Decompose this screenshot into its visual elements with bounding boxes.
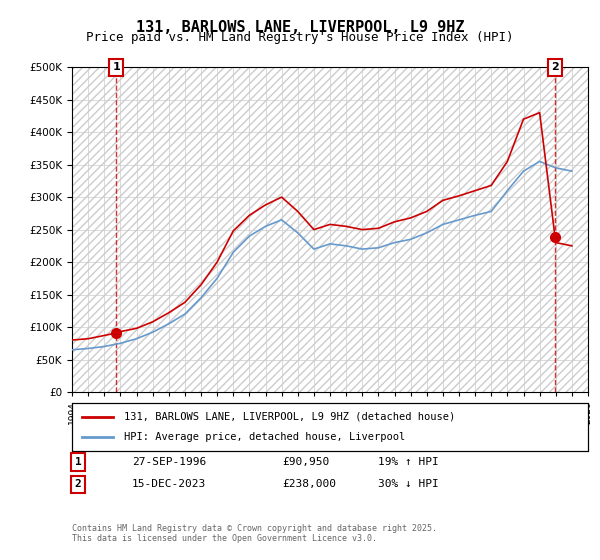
HPI: Average price, detached house, Liverpool: (2.02e+03, 2.72e+05): Average price, detached house, Liverpool… bbox=[472, 212, 479, 218]
HPI: Average price, detached house, Liverpool: (2e+03, 6.7e+04): Average price, detached house, Liverpool… bbox=[85, 345, 92, 352]
131, BARLOWS LANE, LIVERPOOL, L9 9HZ (detached house) bbox=[246, 212, 253, 218]
HPI: Average price, detached house, Liverpool: (2e+03, 1.75e+05): Average price, detached house, Liverpool… bbox=[214, 275, 221, 282]
HPI: Average price, detached house, Liverpool: (1.99e+03, 6.5e+04): Average price, detached house, Liverpool… bbox=[68, 347, 76, 353]
131, BARLOWS LANE, LIVERPOOL, L9 9HZ (detached house) bbox=[552, 239, 559, 246]
Line: 131, BARLOWS LANE, LIVERPOOL, L9 9HZ (detached house): 131, BARLOWS LANE, LIVERPOOL, L9 9HZ (de… bbox=[72, 113, 572, 340]
131, BARLOWS LANE, LIVERPOOL, L9 9HZ (detached house) bbox=[359, 226, 366, 233]
Text: 15-DEC-2023: 15-DEC-2023 bbox=[132, 479, 206, 489]
131, BARLOWS LANE, LIVERPOOL, L9 9HZ (detached house) bbox=[472, 187, 479, 194]
HPI: Average price, detached house, Liverpool: (2.01e+03, 2.2e+05): Average price, detached house, Liverpool… bbox=[310, 246, 317, 253]
131, BARLOWS LANE, LIVERPOOL, L9 9HZ (detached house) bbox=[181, 299, 188, 306]
131, BARLOWS LANE, LIVERPOOL, L9 9HZ (detached house) bbox=[488, 182, 495, 189]
131, BARLOWS LANE, LIVERPOOL, L9 9HZ (detached house) bbox=[262, 202, 269, 208]
131, BARLOWS LANE, LIVERPOOL, L9 9HZ (detached house) bbox=[504, 158, 511, 165]
131, BARLOWS LANE, LIVERPOOL, L9 9HZ (detached house) bbox=[536, 109, 543, 116]
HPI: Average price, detached house, Liverpool: (2.01e+03, 2.3e+05): Average price, detached house, Liverpool… bbox=[391, 239, 398, 246]
Line: HPI: Average price, detached house, Liverpool: HPI: Average price, detached house, Live… bbox=[72, 161, 572, 350]
Text: £238,000: £238,000 bbox=[282, 479, 336, 489]
131, BARLOWS LANE, LIVERPOOL, L9 9HZ (detached house) bbox=[85, 335, 92, 342]
Text: 1: 1 bbox=[74, 457, 82, 467]
131, BARLOWS LANE, LIVERPOOL, L9 9HZ (detached house) bbox=[568, 242, 575, 249]
HPI: Average price, detached house, Liverpool: (2.01e+03, 2.22e+05): Average price, detached house, Liverpool… bbox=[375, 244, 382, 251]
131, BARLOWS LANE, LIVERPOOL, L9 9HZ (detached house) bbox=[214, 259, 221, 265]
131, BARLOWS LANE, LIVERPOOL, L9 9HZ (detached house) bbox=[197, 282, 205, 288]
HPI: Average price, detached house, Liverpool: (2.02e+03, 3.1e+05): Average price, detached house, Liverpool… bbox=[504, 187, 511, 194]
HPI: Average price, detached house, Liverpool: (2.02e+03, 3.4e+05): Average price, detached house, Liverpool… bbox=[520, 168, 527, 175]
131, BARLOWS LANE, LIVERPOOL, L9 9HZ (detached house) bbox=[520, 116, 527, 123]
131, BARLOWS LANE, LIVERPOOL, L9 9HZ (detached house) bbox=[278, 194, 285, 200]
HPI: Average price, detached house, Liverpool: (2e+03, 1.05e+05): Average price, detached house, Liverpool… bbox=[165, 320, 172, 327]
131, BARLOWS LANE, LIVERPOOL, L9 9HZ (detached house) bbox=[230, 227, 237, 234]
131, BARLOWS LANE, LIVERPOOL, L9 9HZ (detached house) bbox=[407, 214, 414, 221]
131, BARLOWS LANE, LIVERPOOL, L9 9HZ (detached house) bbox=[165, 309, 172, 316]
Text: HPI: Average price, detached house, Liverpool: HPI: Average price, detached house, Live… bbox=[124, 432, 405, 442]
HPI: Average price, detached house, Liverpool: (2.01e+03, 2.45e+05): Average price, detached house, Liverpool… bbox=[294, 230, 301, 236]
HPI: Average price, detached house, Liverpool: (2.02e+03, 3.4e+05): Average price, detached house, Liverpool… bbox=[568, 168, 575, 175]
131, BARLOWS LANE, LIVERPOOL, L9 9HZ (detached house) bbox=[551, 234, 559, 241]
131, BARLOWS LANE, LIVERPOOL, L9 9HZ (detached house) bbox=[326, 221, 334, 228]
HPI: Average price, detached house, Liverpool: (2.02e+03, 2.45e+05): Average price, detached house, Liverpool… bbox=[423, 230, 430, 236]
Text: 131, BARLOWS LANE, LIVERPOOL, L9 9HZ (detached house): 131, BARLOWS LANE, LIVERPOOL, L9 9HZ (de… bbox=[124, 412, 455, 422]
131, BARLOWS LANE, LIVERPOOL, L9 9HZ (detached house) bbox=[117, 328, 124, 335]
131, BARLOWS LANE, LIVERPOOL, L9 9HZ (detached house) bbox=[375, 225, 382, 232]
HPI: Average price, detached house, Liverpool: (2.01e+03, 2.28e+05): Average price, detached house, Liverpool… bbox=[326, 241, 334, 248]
HPI: Average price, detached house, Liverpool: (2.02e+03, 3.45e+05): Average price, detached house, Liverpool… bbox=[552, 165, 559, 171]
HPI: Average price, detached house, Liverpool: (2.01e+03, 2.55e+05): Average price, detached house, Liverpool… bbox=[262, 223, 269, 230]
HPI: Average price, detached house, Liverpool: (2.01e+03, 2.65e+05): Average price, detached house, Liverpool… bbox=[278, 217, 285, 223]
131, BARLOWS LANE, LIVERPOOL, L9 9HZ (detached house) bbox=[439, 197, 446, 204]
HPI: Average price, detached house, Liverpool: (2.01e+03, 2.2e+05): Average price, detached house, Liverpool… bbox=[359, 246, 366, 253]
Text: 27-SEP-1996: 27-SEP-1996 bbox=[132, 457, 206, 467]
Text: 2: 2 bbox=[551, 62, 559, 72]
HPI: Average price, detached house, Liverpool: (2.02e+03, 3.55e+05): Average price, detached house, Liverpool… bbox=[536, 158, 543, 165]
HPI: Average price, detached house, Liverpool: (2e+03, 2.15e+05): Average price, detached house, Liverpool… bbox=[230, 249, 237, 256]
131, BARLOWS LANE, LIVERPOOL, L9 9HZ (detached house) bbox=[391, 218, 398, 225]
131, BARLOWS LANE, LIVERPOOL, L9 9HZ (detached house) bbox=[455, 193, 463, 199]
Text: 1: 1 bbox=[112, 62, 120, 72]
HPI: Average price, detached house, Liverpool: (2e+03, 9.2e+04): Average price, detached house, Liverpool… bbox=[149, 329, 156, 335]
HPI: Average price, detached house, Liverpool: (2e+03, 7.5e+04): Average price, detached house, Liverpool… bbox=[117, 340, 124, 347]
131, BARLOWS LANE, LIVERPOOL, L9 9HZ (detached house) bbox=[343, 223, 350, 230]
Text: 30% ↓ HPI: 30% ↓ HPI bbox=[378, 479, 439, 489]
HPI: Average price, detached house, Liverpool: (2.01e+03, 2.25e+05): Average price, detached house, Liverpool… bbox=[343, 242, 350, 249]
HPI: Average price, detached house, Liverpool: (2e+03, 7e+04): Average price, detached house, Liverpool… bbox=[101, 343, 108, 350]
HPI: Average price, detached house, Liverpool: (2e+03, 8.2e+04): Average price, detached house, Liverpool… bbox=[133, 335, 140, 342]
131, BARLOWS LANE, LIVERPOOL, L9 9HZ (detached house) bbox=[423, 208, 430, 215]
131, BARLOWS LANE, LIVERPOOL, L9 9HZ (detached house) bbox=[294, 208, 301, 215]
131, BARLOWS LANE, LIVERPOOL, L9 9HZ (detached house) bbox=[133, 325, 140, 332]
131, BARLOWS LANE, LIVERPOOL, L9 9HZ (detached house) bbox=[310, 226, 317, 233]
Text: 19% ↑ HPI: 19% ↑ HPI bbox=[378, 457, 439, 467]
Text: £90,950: £90,950 bbox=[282, 457, 329, 467]
Text: 2: 2 bbox=[74, 479, 82, 489]
Text: Contains HM Land Registry data © Crown copyright and database right 2025.
This d: Contains HM Land Registry data © Crown c… bbox=[72, 524, 437, 543]
HPI: Average price, detached house, Liverpool: (2e+03, 2.4e+05): Average price, detached house, Liverpool… bbox=[246, 233, 253, 240]
HPI: Average price, detached house, Liverpool: (2.02e+03, 2.65e+05): Average price, detached house, Liverpool… bbox=[455, 217, 463, 223]
131, BARLOWS LANE, LIVERPOOL, L9 9HZ (detached house) bbox=[113, 329, 120, 336]
HPI: Average price, detached house, Liverpool: (2.02e+03, 2.78e+05): Average price, detached house, Liverpool… bbox=[488, 208, 495, 215]
Text: 131, BARLOWS LANE, LIVERPOOL, L9 9HZ: 131, BARLOWS LANE, LIVERPOOL, L9 9HZ bbox=[136, 20, 464, 35]
Text: Price paid vs. HM Land Registry's House Price Index (HPI): Price paid vs. HM Land Registry's House … bbox=[86, 31, 514, 44]
HPI: Average price, detached house, Liverpool: (2e+03, 1.2e+05): Average price, detached house, Liverpool… bbox=[181, 311, 188, 318]
HPI: Average price, detached house, Liverpool: (2.02e+03, 2.58e+05): Average price, detached house, Liverpool… bbox=[439, 221, 446, 228]
131, BARLOWS LANE, LIVERPOOL, L9 9HZ (detached house) bbox=[149, 319, 156, 325]
HPI: Average price, detached house, Liverpool: (2.02e+03, 2.35e+05): Average price, detached house, Liverpool… bbox=[407, 236, 414, 242]
131, BARLOWS LANE, LIVERPOOL, L9 9HZ (detached house) bbox=[101, 332, 108, 339]
HPI: Average price, detached house, Liverpool: (2e+03, 1.45e+05): Average price, detached house, Liverpool… bbox=[197, 295, 205, 301]
131, BARLOWS LANE, LIVERPOOL, L9 9HZ (detached house) bbox=[68, 337, 76, 343]
